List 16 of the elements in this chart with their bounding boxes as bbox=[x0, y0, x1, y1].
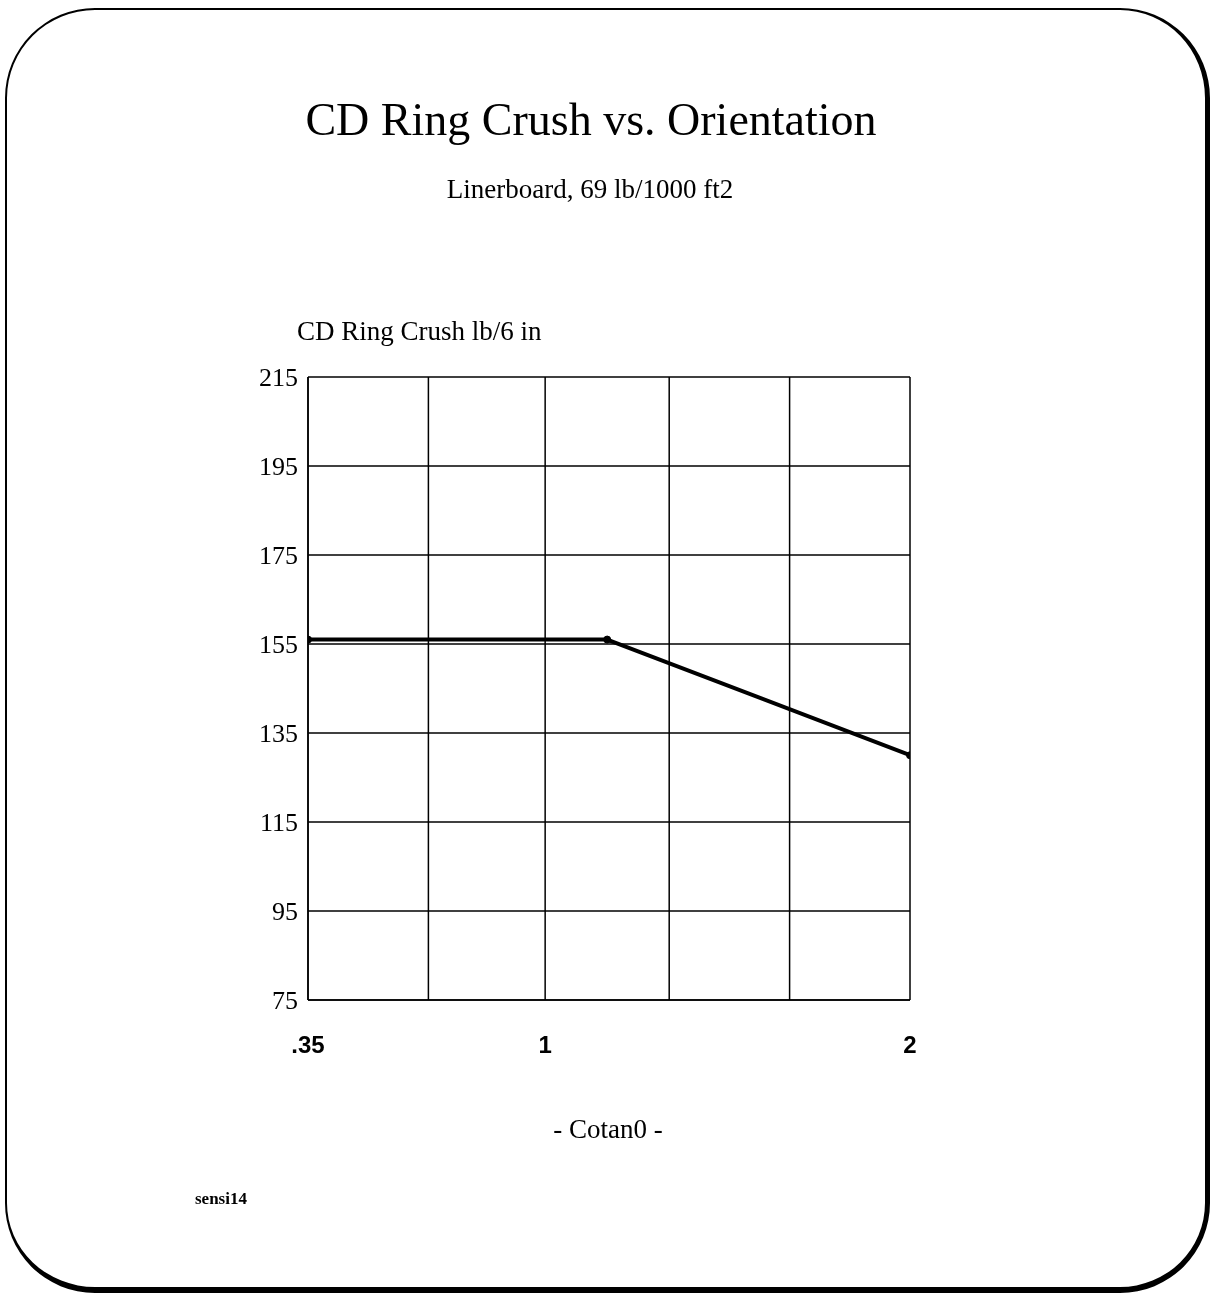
y-tick-label: 115 bbox=[259, 808, 298, 838]
y-tick-label: 95 bbox=[272, 897, 298, 927]
y-tick-label: 155 bbox=[259, 630, 298, 660]
y-tick-label: 215 bbox=[259, 363, 298, 393]
y-tick-label: 135 bbox=[259, 719, 298, 749]
y-axis-title: CD Ring Crush lb/6 in bbox=[297, 315, 542, 348]
chart-subtitle: Linerboard, 69 lb/1000 ft2 bbox=[445, 173, 735, 206]
x-axis-title: - Cotan0 - bbox=[552, 1113, 664, 1146]
y-tick-label: 195 bbox=[259, 452, 298, 482]
x-tick-label: .35 bbox=[291, 1031, 325, 1059]
chart-title: CD Ring Crush vs. Orientation bbox=[304, 93, 878, 147]
y-tick-label: 75 bbox=[272, 986, 298, 1016]
x-tick-label: 1 bbox=[538, 1031, 552, 1059]
text: sensi14 bbox=[195, 1188, 247, 1210]
x-tick-label: 2 bbox=[903, 1031, 917, 1059]
y-tick-label: 175 bbox=[259, 541, 298, 571]
